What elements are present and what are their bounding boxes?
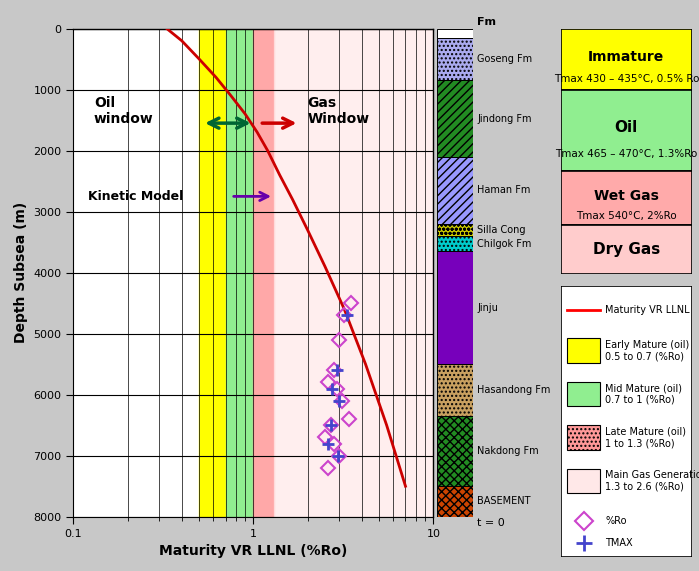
Text: Jinju: Jinju [477, 303, 498, 313]
Text: Dry Gas: Dry Gas [593, 242, 660, 257]
Bar [437, 38, 473, 81]
Bar [561, 90, 692, 171]
Text: BASEMENT: BASEMENT [477, 497, 531, 506]
Text: Early Mature (oil)
0.5 to 0.7 (%Ro): Early Mature (oil) 0.5 to 0.7 (%Ro) [605, 340, 689, 361]
Text: Haman Fm: Haman Fm [477, 185, 531, 195]
X-axis label: Maturity VR LLNL (%Ro): Maturity VR LLNL (%Ro) [159, 544, 347, 558]
Text: t = 0: t = 0 [477, 518, 505, 528]
Text: Silla Cong: Silla Cong [477, 225, 526, 235]
Text: Chilgok Fm: Chilgok Fm [477, 239, 532, 248]
Text: Fm: Fm [477, 18, 496, 27]
Bar [561, 171, 692, 225]
Text: Immature: Immature [588, 50, 665, 64]
Text: Jindong Fm: Jindong Fm [477, 114, 532, 123]
Text: Oil
window: Oil window [94, 96, 154, 126]
Text: Goseng Fm: Goseng Fm [477, 54, 533, 64]
Bar [199, 29, 226, 517]
Text: Oil: Oil [614, 120, 638, 135]
Bar [226, 29, 253, 517]
Text: %Ro: %Ro [605, 516, 627, 526]
Text: Tmax 465 – 470°C, 1.3%Ro: Tmax 465 – 470°C, 1.3%Ro [555, 149, 698, 159]
Text: Tmax 540°C, 2%Ro: Tmax 540°C, 2%Ro [576, 211, 677, 222]
Text: Kinetic Model: Kinetic Model [87, 190, 183, 203]
Text: Mid Mature (oil)
0.7 to 1 (%Ro): Mid Mature (oil) 0.7 to 1 (%Ro) [605, 383, 682, 405]
Text: Tmax 430 – 435°C, 0.5% Ro: Tmax 430 – 435°C, 0.5% Ro [554, 74, 699, 84]
Bar [567, 382, 600, 406]
Bar [437, 486, 473, 517]
Text: Main Gas Generation
1.3 to 2.6 (%Ro): Main Gas Generation 1.3 to 2.6 (%Ro) [605, 470, 699, 492]
Bar [437, 236, 473, 251]
Bar [253, 29, 274, 517]
Bar [437, 156, 473, 224]
Bar [561, 29, 692, 90]
Text: TMAX: TMAX [605, 538, 633, 548]
Text: Nakdong Fm: Nakdong Fm [477, 446, 539, 456]
Text: Late Mature (oil)
1 to 1.3 (%Ro): Late Mature (oil) 1 to 1.3 (%Ro) [605, 427, 686, 448]
Bar [437, 224, 473, 236]
Bar [274, 29, 433, 517]
Bar [437, 29, 473, 38]
Text: Wet Gas: Wet Gas [594, 188, 658, 203]
Bar [437, 364, 473, 416]
Y-axis label: Depth Subsea (m): Depth Subsea (m) [14, 202, 28, 343]
Text: Maturity VR LLNL: Maturity VR LLNL [605, 305, 690, 315]
Bar [437, 81, 473, 156]
Bar [567, 425, 600, 449]
Text: Hasandong Fm: Hasandong Fm [477, 385, 551, 395]
Bar [567, 339, 600, 363]
Bar [567, 469, 600, 493]
Text: Gas
Window: Gas Window [308, 96, 370, 126]
Bar [437, 416, 473, 486]
Bar [561, 225, 692, 274]
Bar [437, 251, 473, 364]
